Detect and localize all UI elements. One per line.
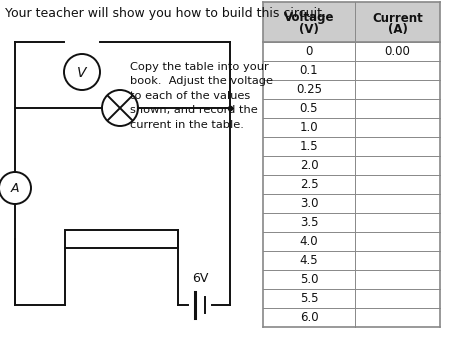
- Text: Copy the table into your
book.  Adjust the voltage
to each of the values
shown, : Copy the table into your book. Adjust th…: [130, 62, 273, 129]
- Bar: [263, 80, 440, 99]
- Bar: [263, 213, 440, 232]
- Text: Voltage: Voltage: [284, 11, 334, 24]
- Bar: [263, 118, 440, 137]
- Text: 0.1: 0.1: [300, 64, 318, 77]
- Text: 6.0: 6.0: [300, 311, 318, 324]
- Text: 2.5: 2.5: [300, 178, 318, 191]
- Text: (V): (V): [299, 24, 319, 37]
- Bar: [263, 232, 440, 251]
- Text: 2.0: 2.0: [300, 159, 318, 172]
- Text: 0.25: 0.25: [296, 83, 322, 96]
- Bar: [263, 42, 440, 61]
- Bar: [263, 156, 440, 175]
- Bar: [263, 137, 440, 156]
- Circle shape: [64, 54, 100, 90]
- Bar: [263, 308, 440, 327]
- Bar: [263, 175, 440, 194]
- Text: 1.5: 1.5: [300, 140, 318, 153]
- Text: A: A: [11, 183, 19, 195]
- Text: Your teacher will show you how to build this circuit.: Your teacher will show you how to build …: [5, 6, 326, 20]
- Bar: [263, 251, 440, 270]
- Text: 6V: 6V: [192, 272, 208, 285]
- Bar: [263, 289, 440, 308]
- Circle shape: [102, 90, 138, 126]
- Text: 3.5: 3.5: [300, 216, 318, 229]
- Text: 4.0: 4.0: [300, 235, 318, 248]
- Text: V: V: [77, 66, 87, 80]
- Circle shape: [0, 172, 31, 204]
- Text: 0.00: 0.00: [385, 45, 410, 58]
- Bar: [65, 230, 178, 248]
- Bar: [263, 194, 440, 213]
- Text: (A): (A): [387, 24, 407, 37]
- Text: Current: Current: [372, 11, 423, 24]
- Bar: [263, 270, 440, 289]
- Bar: [263, 61, 440, 80]
- Text: 0.5: 0.5: [300, 102, 318, 115]
- Text: 3.0: 3.0: [300, 197, 318, 210]
- Bar: [263, 2, 440, 42]
- Text: 4.5: 4.5: [300, 254, 318, 267]
- Text: 1.0: 1.0: [300, 121, 318, 134]
- Text: 5.0: 5.0: [300, 273, 318, 286]
- Text: 5.5: 5.5: [300, 292, 318, 305]
- Text: 0: 0: [305, 45, 313, 58]
- Bar: [263, 99, 440, 118]
